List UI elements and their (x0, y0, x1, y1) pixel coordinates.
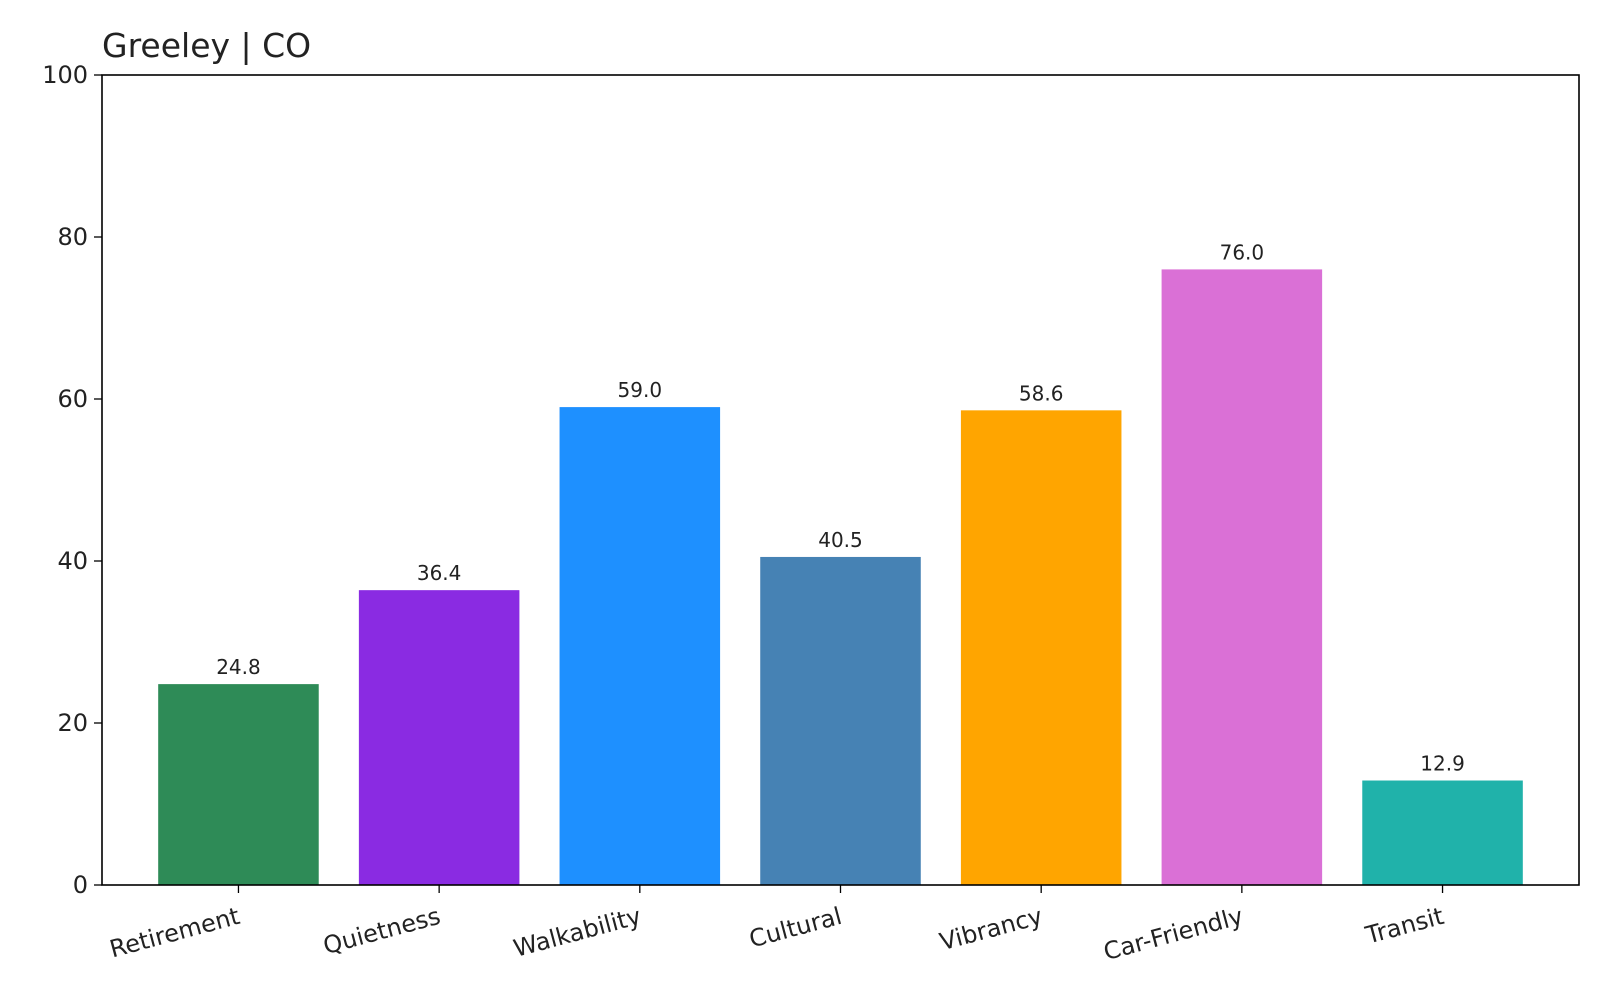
data-label-retirement: 24.8 (216, 655, 261, 679)
data-labels-layer: 24.8 36.4 59.0 40.5 58.6 76.0 12.9 (216, 240, 1465, 775)
y-tick-label-20: 20 (57, 709, 88, 737)
bar-walkability (559, 407, 721, 885)
x-tick-label-retirement: Retirement (107, 902, 243, 964)
y-tick-label-100: 100 (42, 61, 88, 89)
bar-car-friendly (1161, 269, 1323, 885)
data-label-quietness: 36.4 (417, 561, 462, 585)
y-tick-label-60: 60 (57, 385, 88, 413)
x-tick-label-car-friendly: Car-Friendly (1101, 902, 1247, 966)
bar-transit (1362, 780, 1523, 885)
y-axis: 0 20 40 60 80 100 (42, 61, 102, 899)
data-label-vibrancy: 58.6 (1019, 381, 1064, 405)
data-label-walkability: 59.0 (618, 378, 663, 402)
x-axis: Retirement Quietness Walkability Cultural Vi… (107, 885, 1447, 966)
bar-vibrancy (960, 410, 1122, 885)
bars-layer (158, 269, 1523, 885)
y-tick-label-80: 80 (57, 223, 88, 251)
y-tick-label-0: 0 (73, 871, 88, 899)
bar-quietness (358, 590, 520, 885)
plot-frame (101, 74, 1580, 886)
x-tick-label-vibrancy: Vibrancy (937, 902, 1046, 956)
y-tick-label-40: 40 (57, 547, 88, 575)
x-tick-label-cultural: Cultural (746, 902, 845, 954)
x-tick-label-walkability: Walkability (511, 902, 644, 963)
bar-cultural (760, 556, 921, 885)
chart-title: Greeley | CO (102, 26, 311, 65)
bar-retirement (158, 684, 319, 885)
data-label-car-friendly: 76.0 (1220, 240, 1265, 264)
data-label-cultural: 40.5 (818, 528, 863, 552)
x-tick-label-quietness: Quietness (320, 902, 443, 960)
data-label-transit: 12.9 (1420, 752, 1465, 776)
x-tick-label-transit: Transit (1362, 902, 1447, 950)
